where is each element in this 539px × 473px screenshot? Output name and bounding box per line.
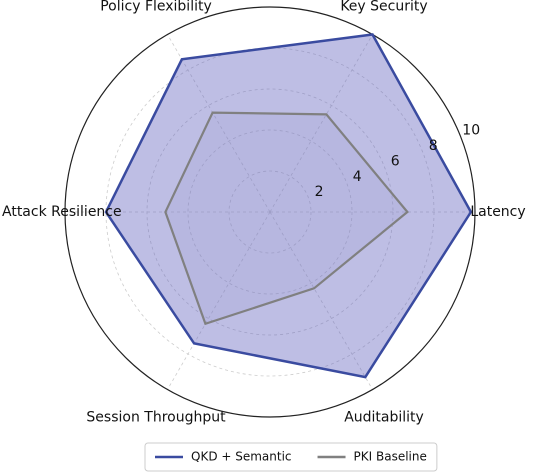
- r-tick-label: 6: [391, 153, 400, 169]
- r-tick-label: 8: [429, 138, 438, 154]
- radar-area: [104, 33, 473, 379]
- grid-circle: [187, 129, 353, 295]
- category-label: Auditability: [344, 409, 424, 425]
- category-label: Attack Resilience: [2, 204, 122, 220]
- category-label: Session Throughput: [86, 409, 226, 425]
- spoke: [167, 211, 271, 390]
- category-label: Latency: [470, 204, 525, 220]
- spoke: [269, 34, 373, 213]
- category-label: Policy Flexibility: [100, 0, 212, 15]
- legend-label: PKI Baseline: [354, 450, 427, 464]
- legend-label: QKD + Semantic: [191, 450, 292, 464]
- r-tick-label: 10: [462, 123, 480, 139]
- outer-ring: [64, 6, 476, 418]
- r-tick-label: 4: [353, 169, 362, 185]
- spoke: [269, 211, 373, 390]
- spoke: [167, 34, 271, 213]
- legend: QKD + Semantic PKI Baseline: [144, 442, 438, 472]
- category-label: Key Security: [340, 0, 427, 15]
- legend-box: [144, 442, 438, 472]
- r-tick-label: 2: [315, 184, 324, 200]
- grid-circle: [228, 170, 312, 254]
- radar-area: [164, 111, 409, 326]
